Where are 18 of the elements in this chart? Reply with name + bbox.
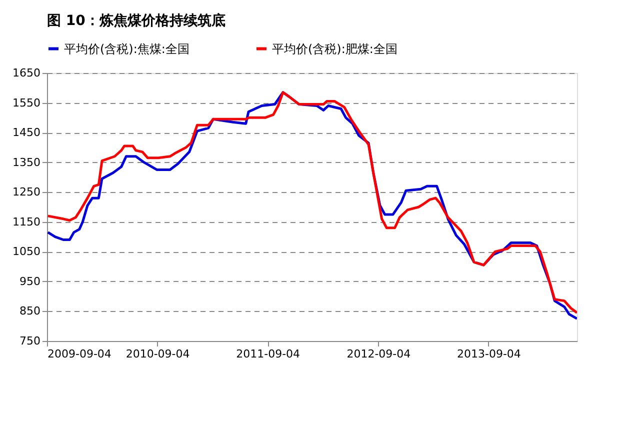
legend-label: 平均价(含税):肥煤:全国 bbox=[272, 42, 398, 56]
y-tick-label: 850 bbox=[20, 304, 40, 318]
y-tick-label: 1450 bbox=[12, 126, 40, 140]
y-tick-label: 750 bbox=[20, 334, 40, 348]
x-tick-label: 2011-09-04 bbox=[236, 348, 300, 360]
y-tick-label: 1250 bbox=[12, 186, 40, 199]
y-tick-label: 1150 bbox=[12, 215, 40, 228]
legend-label: 平均价(含税):焦煤:全国 bbox=[64, 42, 190, 56]
y-tick-label: 1650 bbox=[12, 66, 40, 80]
y-tick-label: 1350 bbox=[12, 156, 40, 169]
y-tick-label: 1050 bbox=[12, 245, 40, 258]
x-tick-label: 2012-09-04 bbox=[346, 348, 411, 360]
y-tick-label: 950 bbox=[20, 274, 40, 288]
x-tick-label: 2009-09-04 bbox=[48, 348, 112, 360]
y-tick-label: 1550 bbox=[12, 96, 40, 110]
x-tick-label: 2013-09-04 bbox=[456, 348, 521, 360]
chart-title: 图 10：炼焦煤价格持续筑底 bbox=[47, 12, 226, 29]
x-tick-label: 2010-09-04 bbox=[126, 348, 190, 360]
